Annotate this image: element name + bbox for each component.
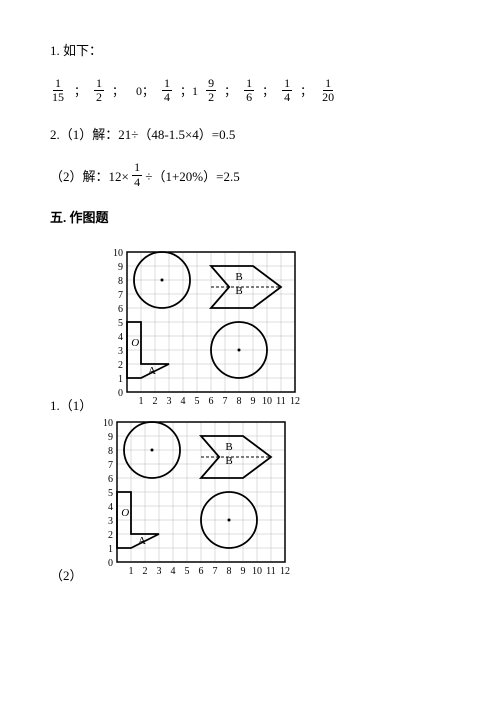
svg-text:5: 5	[108, 488, 113, 499]
svg-text:O: O	[121, 507, 129, 519]
svg-text:7: 7	[212, 566, 217, 577]
figure-2: （2） 109876543210123456789101112AOBB	[50, 414, 450, 584]
svg-text:10: 10	[113, 248, 123, 259]
svg-text:2: 2	[108, 530, 113, 541]
svg-text:0: 0	[118, 388, 123, 399]
svg-text:A: A	[138, 535, 146, 547]
fraction-sequence: 115 ； 12 ； 0； 14 ；1 92 ； 16 ； 14 ； 120	[50, 77, 450, 104]
svg-text:4: 4	[108, 502, 113, 513]
svg-text:8: 8	[226, 566, 231, 577]
svg-text:5: 5	[118, 318, 123, 329]
svg-text:B: B	[225, 441, 232, 453]
svg-text:2: 2	[142, 566, 147, 577]
svg-text:7: 7	[222, 396, 227, 407]
svg-text:2: 2	[118, 360, 123, 371]
svg-text:3: 3	[118, 346, 123, 357]
svg-text:6: 6	[208, 396, 213, 407]
problem-1-intro: 1. 如下：	[50, 40, 450, 59]
svg-text:9: 9	[240, 566, 245, 577]
svg-text:3: 3	[156, 566, 161, 577]
svg-text:B: B	[235, 271, 242, 283]
frac-4: 92	[206, 77, 216, 104]
svg-text:4: 4	[180, 396, 185, 407]
svg-text:11: 11	[266, 566, 276, 577]
svg-text:5: 5	[184, 566, 189, 577]
svg-text:8: 8	[108, 446, 113, 457]
svg-text:1: 1	[118, 374, 123, 385]
frac-2: 12	[94, 77, 104, 104]
frac-7: 120	[320, 77, 336, 104]
svg-text:7: 7	[108, 460, 113, 471]
frac-5: 16	[244, 77, 254, 104]
section-5-heading: 五. 作图题	[50, 207, 450, 226]
frac-6: 14	[282, 77, 292, 104]
svg-text:B: B	[235, 285, 242, 297]
svg-text:5: 5	[194, 396, 199, 407]
svg-text:8: 8	[236, 396, 241, 407]
svg-text:10: 10	[103, 418, 113, 429]
svg-text:0: 0	[108, 558, 113, 569]
svg-text:6: 6	[118, 304, 123, 315]
svg-text:A: A	[148, 365, 156, 377]
svg-text:4: 4	[170, 566, 175, 577]
svg-text:1: 1	[108, 544, 113, 555]
figure-1: 1.（1） 109876543210123456789101112AOBB	[50, 244, 450, 414]
svg-text:12: 12	[290, 396, 300, 407]
svg-text:B: B	[225, 455, 232, 467]
svg-text:2: 2	[152, 396, 157, 407]
problem-2-2: （2）解：12× 14 ÷（1+20%）=2.5	[50, 161, 240, 188]
svg-text:10: 10	[252, 566, 262, 577]
svg-text:10: 10	[262, 396, 272, 407]
frac-3: 14	[162, 77, 172, 104]
problem-2-1: 2.（1）解：21÷（48-1.5×4）=0.5	[50, 124, 450, 143]
svg-text:9: 9	[108, 432, 113, 443]
svg-text:11: 11	[276, 396, 286, 407]
svg-text:6: 6	[108, 474, 113, 485]
svg-text:6: 6	[198, 566, 203, 577]
svg-text:8: 8	[118, 276, 123, 287]
svg-text:9: 9	[250, 396, 255, 407]
svg-text:9: 9	[118, 262, 123, 273]
svg-text:12: 12	[280, 566, 290, 577]
svg-text:7: 7	[118, 290, 123, 301]
frac-1: 115	[50, 77, 66, 104]
svg-text:1: 1	[138, 396, 143, 407]
svg-text:3: 3	[166, 396, 171, 407]
svg-text:1: 1	[128, 566, 133, 577]
svg-text:3: 3	[108, 516, 113, 527]
svg-text:4: 4	[118, 332, 123, 343]
svg-text:O: O	[131, 337, 139, 349]
